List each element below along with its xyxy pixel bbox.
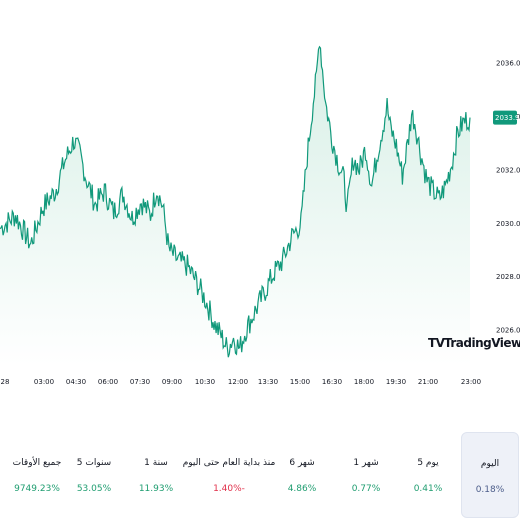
period-change-value: 1.40%- <box>213 484 245 494</box>
y-tick-label: 2036.00 <box>496 59 520 67</box>
x-tick-label: 07:30 <box>130 378 150 386</box>
y-tick-label: 2026.00 <box>496 327 520 335</box>
tradingview-logo: TV TradingView <box>428 336 520 350</box>
period-tab[interactable]: 1 سنة 11.93% <box>127 432 185 518</box>
price-line <box>0 45 471 358</box>
performance-periods: اليوم 0.18% 5 يوم 0.41% 1 شهر 0.77% 6 شهر 4.86%… <box>0 432 520 518</box>
x-tick-label: 16:30 <box>322 378 342 386</box>
period-change-value: 53.05% <box>76 484 112 494</box>
period-change-value: 9749.23% <box>14 484 60 494</box>
period-change-value: 4.86% <box>287 484 317 494</box>
period-label: اليوم <box>480 459 500 469</box>
period-label: 6 شهر <box>289 458 315 468</box>
period-label: 1 سنة <box>144 458 168 468</box>
y-tick-label: 2028.00 <box>496 273 520 281</box>
last-price-badge <box>493 110 517 125</box>
period-tab[interactable]: 5 سنوات 53.05% <box>65 432 123 518</box>
price-area-fill <box>0 46 470 366</box>
period-tab[interactable]: منذ بداية العام حتى اليوم 1.40%- <box>179 432 279 518</box>
y-tick-label: 2032.00 <box>496 166 520 174</box>
period-label: 5 يوم <box>417 458 439 468</box>
x-tick-label: 03:00 <box>34 378 54 386</box>
x-tick-label: 21:00 <box>418 378 438 386</box>
tradingview-logo-glyph: TV <box>428 336 446 350</box>
y-tick-label: 2030.00 <box>496 220 520 228</box>
x-tick-label: 06:00 <box>98 378 118 386</box>
x-tick-label: 12:00 <box>228 378 248 386</box>
period-change-value: 0.18% <box>475 485 505 495</box>
price-chart[interactable]: 2036.002034.002032.002030.002028.002026.… <box>0 0 520 400</box>
period-tab[interactable]: جميع الأوقات 9749.23% <box>8 432 66 518</box>
tradingview-logo-text: TradingView <box>444 336 520 350</box>
period-tab[interactable]: 5 يوم 0.41% <box>399 432 457 518</box>
x-tick-label: 04:30 <box>66 378 86 386</box>
x-tick-label: 10:30 <box>195 378 215 386</box>
x-tick-label: 18:00 <box>354 378 374 386</box>
x-tick-label: 19:30 <box>386 378 406 386</box>
x-tick-label: 09:00 <box>162 378 182 386</box>
x-tick-label: 28 <box>1 378 10 386</box>
period-change-value: 0.77% <box>351 484 381 494</box>
period-label: منذ بداية العام حتى اليوم <box>182 458 276 468</box>
period-label: جميع الأوقات <box>12 458 62 468</box>
x-tick-label: 15:00 <box>290 378 310 386</box>
period-label: 1 شهر <box>353 458 379 468</box>
period-tab[interactable]: اليوم 0.18% <box>461 432 519 518</box>
period-label: 5 سنوات <box>76 458 112 468</box>
period-tab[interactable]: 1 شهر 0.77% <box>337 432 395 518</box>
period-change-value: 0.41% <box>413 484 443 494</box>
x-tick-label: 23:00 <box>461 378 481 386</box>
period-change-value: 11.93% <box>138 484 174 494</box>
x-tick-label: 13:30 <box>258 378 278 386</box>
last-price-label: 2033.95 <box>495 114 520 122</box>
period-tab[interactable]: 6 شهر 4.86% <box>273 432 331 518</box>
